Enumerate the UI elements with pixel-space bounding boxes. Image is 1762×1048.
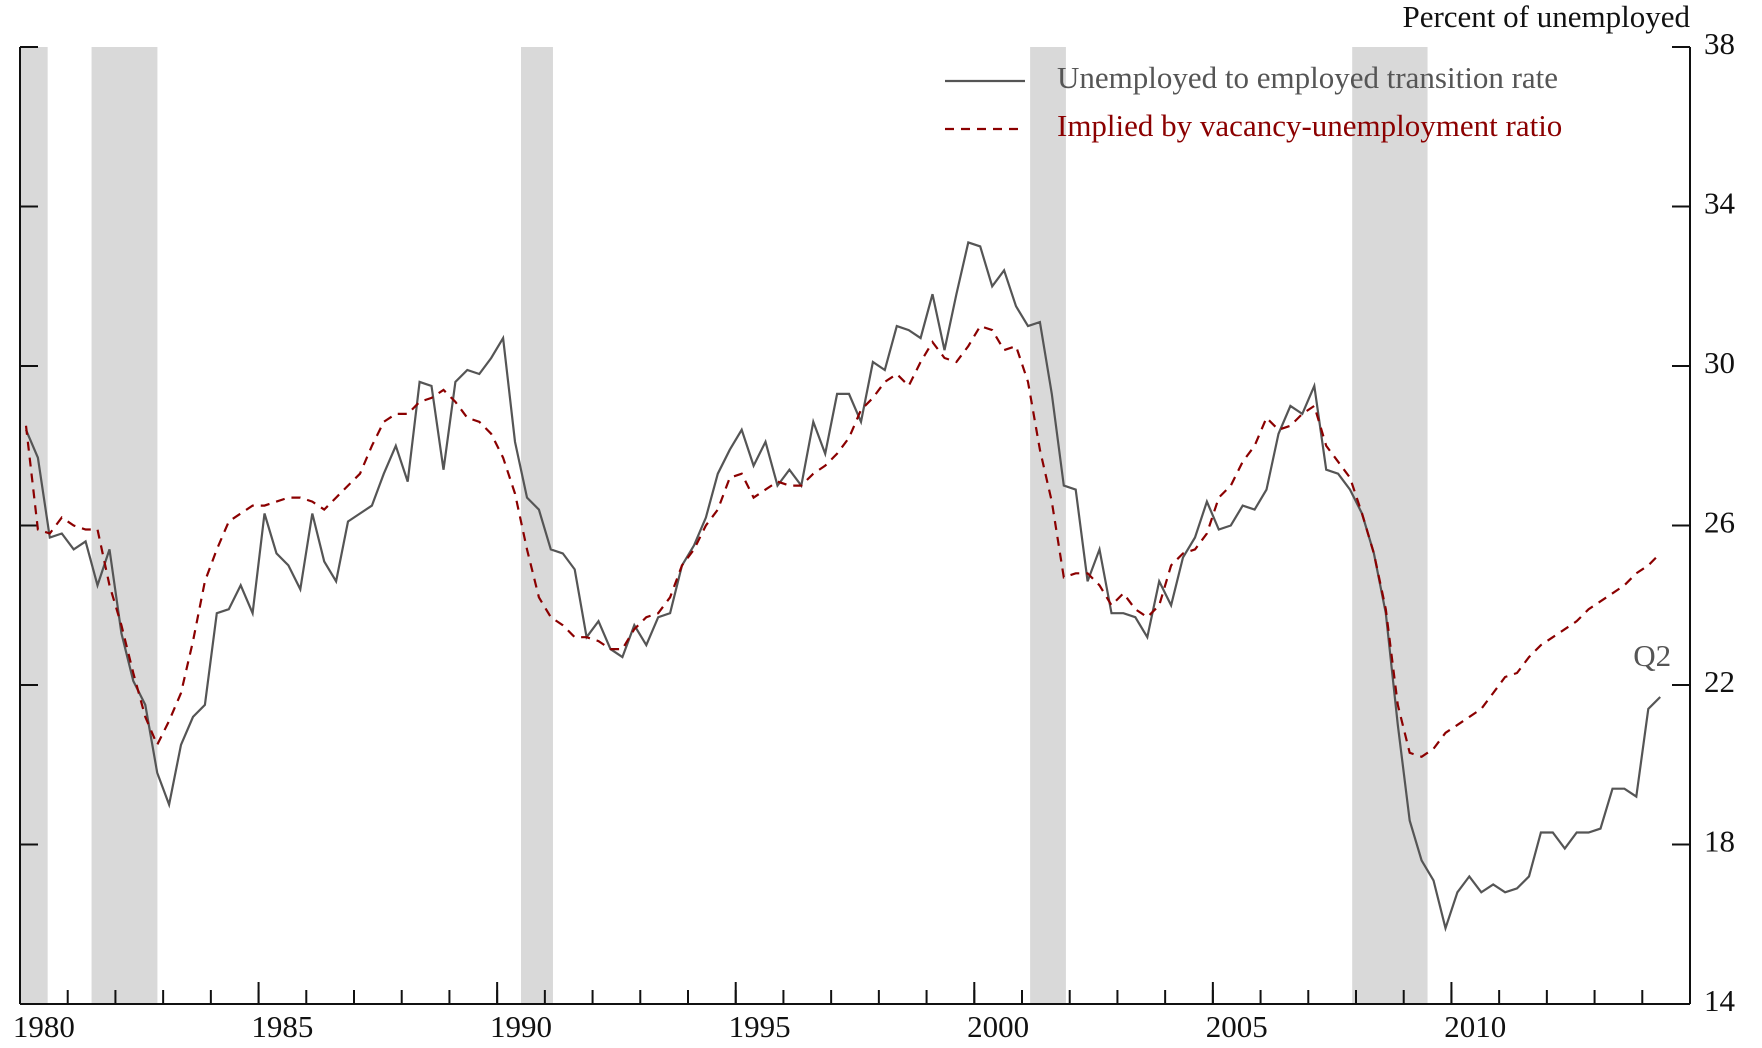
x-tick-label: 1990: [490, 1009, 552, 1044]
y-tick-label: 26: [1704, 505, 1735, 540]
y-tick-label: 38: [1704, 26, 1735, 61]
x-tick-label: 2010: [1444, 1009, 1506, 1044]
series-line: [24, 240, 1661, 933]
x-tick-label: 2000: [967, 1009, 1029, 1044]
annotation: Q2: [1633, 638, 1671, 673]
recession-band: [1030, 47, 1066, 1004]
recession-band: [1352, 47, 1428, 1004]
recession-band: [521, 47, 553, 1004]
y-tick-label: 30: [1704, 345, 1735, 380]
series-line: [24, 324, 1661, 759]
legend-label: Unemployed to employed transition rate: [1057, 60, 1558, 95]
y-tick-label: 22: [1704, 664, 1735, 699]
x-tick-label: 1980: [13, 1009, 75, 1044]
y-tick-label: 18: [1704, 824, 1735, 859]
y-tick-label: 34: [1704, 186, 1736, 221]
y-axis-label: Percent of unemployed: [1402, 0, 1690, 34]
x-tick-label: 2005: [1206, 1009, 1268, 1044]
legend-label: Implied by vacancy-unemployment ratio: [1057, 108, 1562, 143]
x-tick-label: 1985: [251, 1009, 313, 1044]
recession-band: [91, 47, 158, 1004]
y-tick-label: 14: [1704, 983, 1736, 1018]
x-tick-label: 1995: [729, 1009, 791, 1044]
